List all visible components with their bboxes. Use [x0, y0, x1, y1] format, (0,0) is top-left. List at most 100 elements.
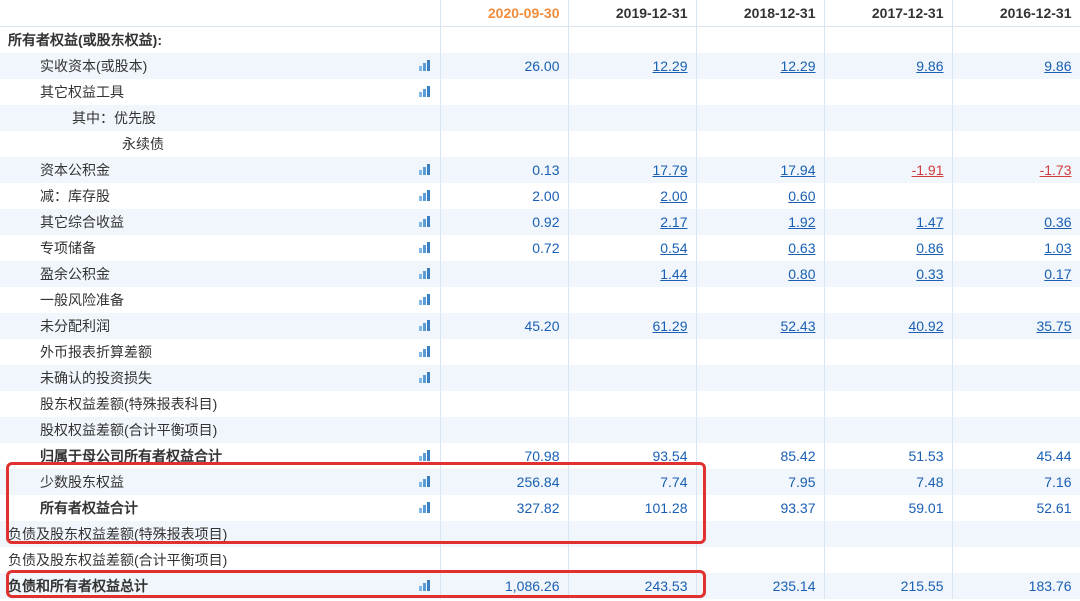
value-cell[interactable]: 7.74	[568, 469, 696, 495]
bar-chart-icon[interactable]	[418, 60, 432, 72]
value-cell[interactable]: 0.54	[568, 235, 696, 261]
value[interactable]: 0.80	[788, 266, 815, 282]
bar-chart-icon[interactable]	[418, 268, 432, 280]
value-cell[interactable]: 7.16	[952, 469, 1080, 495]
bar-chart-icon[interactable]	[418, 242, 432, 254]
value-cell[interactable]: 26.00	[440, 53, 568, 79]
value[interactable]: 327.82	[517, 500, 560, 516]
value[interactable]: 52.61	[1036, 500, 1071, 516]
value-cell[interactable]: 2.17	[568, 209, 696, 235]
header-date-4[interactable]: 2016-12-31	[952, 0, 1080, 26]
value[interactable]: 51.53	[908, 448, 943, 464]
value[interactable]: 0.13	[532, 162, 559, 178]
value-cell[interactable]: 45.20	[440, 313, 568, 339]
value-cell[interactable]: 1.47	[824, 209, 952, 235]
value-cell[interactable]: 51.53	[824, 443, 952, 469]
bar-chart-icon[interactable]	[418, 372, 432, 384]
value[interactable]: 0.72	[532, 240, 559, 256]
value-cell[interactable]: 215.55	[824, 573, 952, 599]
value-cell[interactable]: 101.28	[568, 495, 696, 521]
value-cell[interactable]: 85.42	[696, 443, 824, 469]
value[interactable]: 9.86	[1044, 58, 1071, 74]
value-cell[interactable]: 59.01	[824, 495, 952, 521]
value[interactable]: 101.28	[645, 500, 688, 516]
value[interactable]: 7.16	[1044, 474, 1071, 490]
value[interactable]: 26.00	[524, 58, 559, 74]
value-cell[interactable]: 0.92	[440, 209, 568, 235]
value-cell[interactable]: 235.14	[696, 573, 824, 599]
bar-chart-icon[interactable]	[418, 216, 432, 228]
value-cell[interactable]: 9.86	[952, 53, 1080, 79]
value[interactable]: 61.29	[652, 318, 687, 334]
value[interactable]: 0.17	[1044, 266, 1071, 282]
value[interactable]: 183.76	[1029, 578, 1072, 594]
value[interactable]: 215.55	[901, 578, 944, 594]
header-date-1[interactable]: 2019-12-31	[568, 0, 696, 26]
value-cell[interactable]: 327.82	[440, 495, 568, 521]
value[interactable]: 1.92	[788, 214, 815, 230]
header-date-3[interactable]: 2017-12-31	[824, 0, 952, 26]
bar-chart-icon[interactable]	[418, 294, 432, 306]
value[interactable]: 0.63	[788, 240, 815, 256]
bar-chart-icon[interactable]	[418, 476, 432, 488]
value-cell[interactable]: 61.29	[568, 313, 696, 339]
value[interactable]: 1.03	[1044, 240, 1071, 256]
bar-chart-icon[interactable]	[418, 450, 432, 462]
bar-chart-icon[interactable]	[418, 346, 432, 358]
value[interactable]: 1.47	[916, 214, 943, 230]
value-cell[interactable]: 93.54	[568, 443, 696, 469]
value-cell[interactable]: 0.17	[952, 261, 1080, 287]
value-cell[interactable]: 183.76	[952, 573, 1080, 599]
value[interactable]: 0.54	[660, 240, 687, 256]
value[interactable]: 0.36	[1044, 214, 1071, 230]
value-cell[interactable]: 0.13	[440, 157, 568, 183]
value-cell[interactable]: 35.75	[952, 313, 1080, 339]
value-cell[interactable]: 2.00	[440, 183, 568, 209]
value[interactable]: 45.44	[1036, 448, 1071, 464]
bar-chart-icon[interactable]	[418, 164, 432, 176]
value-cell[interactable]: 0.36	[952, 209, 1080, 235]
value-cell[interactable]: 0.60	[696, 183, 824, 209]
value[interactable]: 70.98	[524, 448, 559, 464]
value[interactable]: 0.86	[916, 240, 943, 256]
value-cell[interactable]: 12.29	[568, 53, 696, 79]
value-cell[interactable]: 93.37	[696, 495, 824, 521]
value[interactable]: 12.29	[652, 58, 687, 74]
value-cell[interactable]: 1.03	[952, 235, 1080, 261]
value[interactable]: 0.33	[916, 266, 943, 282]
value[interactable]: 7.74	[660, 474, 687, 490]
value-cell[interactable]: 17.79	[568, 157, 696, 183]
bar-chart-icon[interactable]	[418, 502, 432, 514]
value-cell[interactable]: 0.63	[696, 235, 824, 261]
value-cell[interactable]: 1,086.26	[440, 573, 568, 599]
value[interactable]: -1.73	[1040, 162, 1072, 178]
value-cell[interactable]: -1.91	[824, 157, 952, 183]
bar-chart-icon[interactable]	[418, 190, 432, 202]
value[interactable]: 0.60	[788, 188, 815, 204]
value-cell[interactable]: 1.92	[696, 209, 824, 235]
value-cell[interactable]: 0.72	[440, 235, 568, 261]
value-cell[interactable]: 0.80	[696, 261, 824, 287]
value-cell[interactable]: 0.86	[824, 235, 952, 261]
value-cell[interactable]: 7.95	[696, 469, 824, 495]
value-cell[interactable]: 0.33	[824, 261, 952, 287]
value[interactable]: 45.20	[524, 318, 559, 334]
value[interactable]: 1,086.26	[505, 578, 560, 594]
value-cell[interactable]: 40.92	[824, 313, 952, 339]
value[interactable]: 12.29	[780, 58, 815, 74]
value-cell[interactable]: 52.61	[952, 495, 1080, 521]
value[interactable]: 17.79	[652, 162, 687, 178]
value[interactable]: 7.95	[788, 474, 815, 490]
header-date-2[interactable]: 2018-12-31	[696, 0, 824, 26]
value-cell[interactable]: 70.98	[440, 443, 568, 469]
value-cell[interactable]: 1.44	[568, 261, 696, 287]
value[interactable]: 40.92	[908, 318, 943, 334]
value[interactable]: 52.43	[780, 318, 815, 334]
value[interactable]: 7.48	[916, 474, 943, 490]
value-cell[interactable]: 243.53	[568, 573, 696, 599]
value[interactable]: 2.00	[532, 188, 559, 204]
value[interactable]: 59.01	[908, 500, 943, 516]
bar-chart-icon[interactable]	[418, 580, 432, 592]
value[interactable]: 243.53	[645, 578, 688, 594]
value-cell[interactable]: 12.29	[696, 53, 824, 79]
